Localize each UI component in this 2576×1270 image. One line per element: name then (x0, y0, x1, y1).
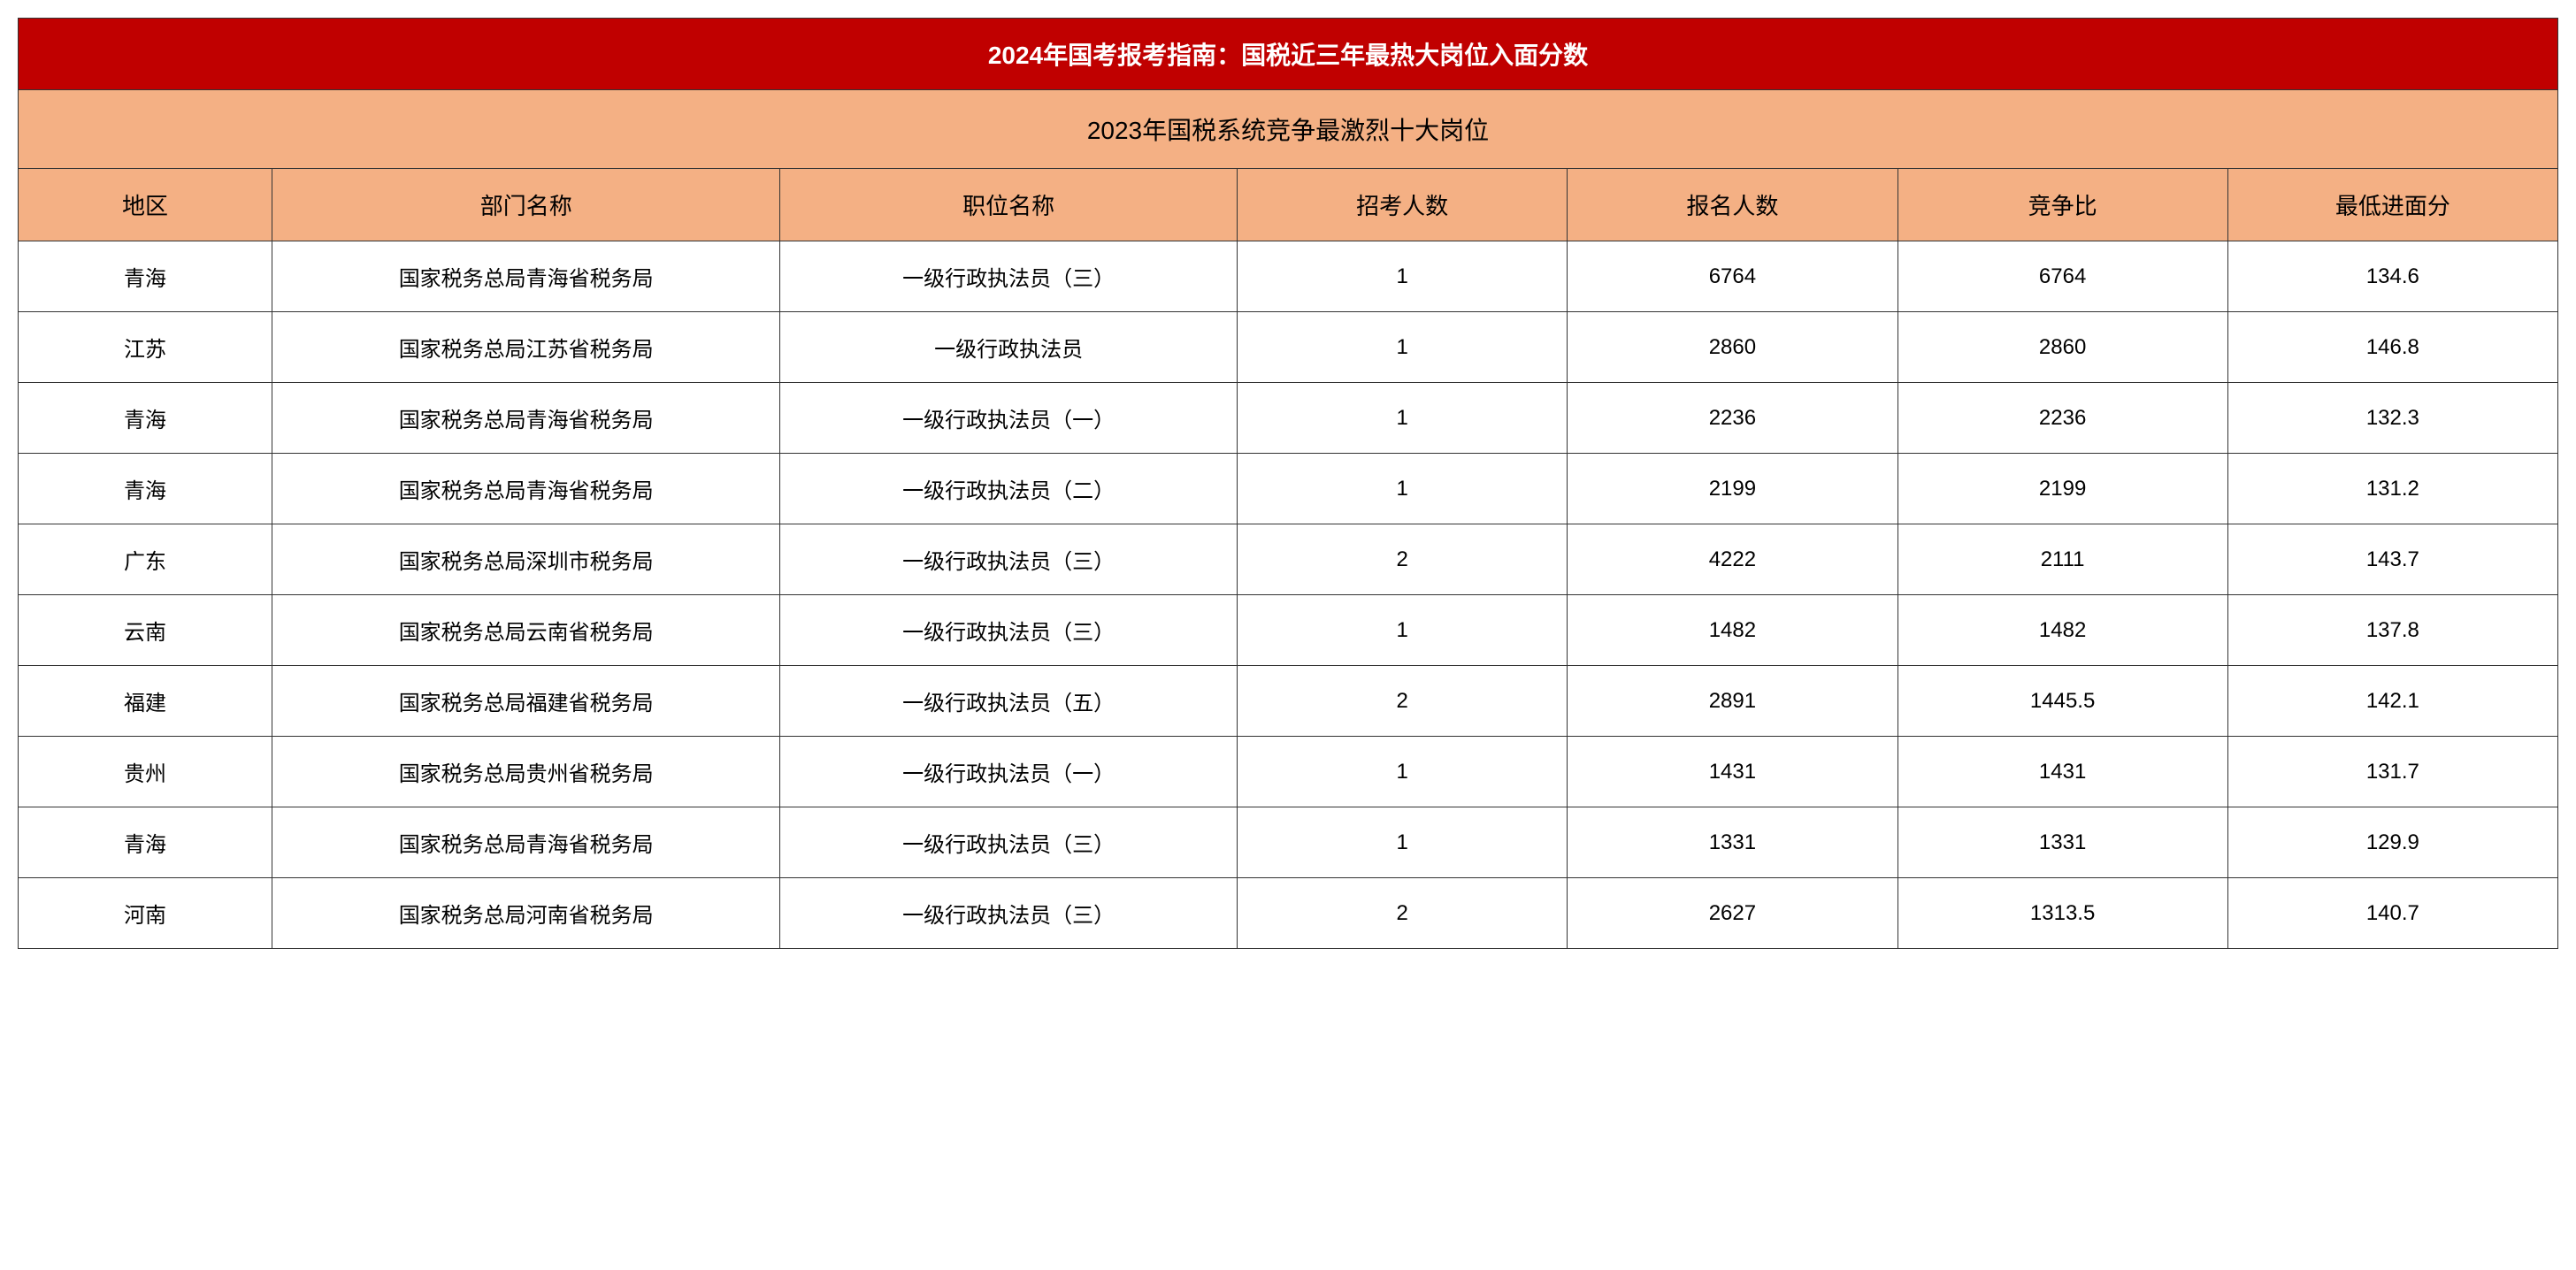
cell-ratio: 6764 (1898, 241, 2227, 312)
cell-score: 142.1 (2227, 666, 2557, 737)
cell-recruit: 1 (1238, 312, 1568, 383)
table-body: 青海国家税务总局青海省税务局一级行政执法员（三）167646764134.6江苏… (19, 241, 2558, 949)
cell-region: 江苏 (19, 312, 272, 383)
cell-dept: 国家税务总局深圳市税务局 (272, 524, 780, 595)
header-recruit: 招考人数 (1238, 169, 1568, 241)
cell-applicants: 2627 (1568, 878, 1898, 949)
table-row: 青海国家税务总局青海省税务局一级行政执法员（一）122362236132.3 (19, 383, 2558, 454)
cell-position: 一级行政执法员（三） (780, 807, 1238, 878)
cell-region: 贵州 (19, 737, 272, 807)
cell-ratio: 1445.5 (1898, 666, 2227, 737)
table-title: 2024年国考报考指南：国税近三年最热大岗位入面分数 (19, 19, 2558, 90)
cell-region: 青海 (19, 241, 272, 312)
cell-dept: 国家税务总局青海省税务局 (272, 454, 780, 524)
cell-position: 一级行政执法员（二） (780, 454, 1238, 524)
cell-position: 一级行政执法员 (780, 312, 1238, 383)
cell-ratio: 2236 (1898, 383, 2227, 454)
header-applicants: 报名人数 (1568, 169, 1898, 241)
cell-recruit: 2 (1238, 878, 1568, 949)
cell-dept: 国家税务总局青海省税务局 (272, 241, 780, 312)
cell-region: 河南 (19, 878, 272, 949)
table-row: 贵州国家税务总局贵州省税务局一级行政执法员（一）114311431131.7 (19, 737, 2558, 807)
table-row: 青海国家税务总局青海省税务局一级行政执法员（三）167646764134.6 (19, 241, 2558, 312)
cell-applicants: 2891 (1568, 666, 1898, 737)
table-row: 青海国家税务总局青海省税务局一级行政执法员（二）121992199131.2 (19, 454, 2558, 524)
header-ratio: 竞争比 (1898, 169, 2227, 241)
cell-recruit: 1 (1238, 807, 1568, 878)
cell-recruit: 1 (1238, 595, 1568, 666)
table-row: 福建国家税务总局福建省税务局一级行政执法员（五）228911445.5142.1 (19, 666, 2558, 737)
cell-region: 福建 (19, 666, 272, 737)
table-subtitle: 2023年国税系统竞争最激烈十大岗位 (19, 90, 2558, 169)
cell-ratio: 1431 (1898, 737, 2227, 807)
cell-region: 青海 (19, 383, 272, 454)
cell-ratio: 2111 (1898, 524, 2227, 595)
data-table: 2024年国考报考指南：国税近三年最热大岗位入面分数 2023年国税系统竞争最激… (18, 18, 2558, 949)
table-row: 江苏国家税务总局江苏省税务局一级行政执法员128602860146.8 (19, 312, 2558, 383)
cell-recruit: 1 (1238, 737, 1568, 807)
cell-recruit: 1 (1238, 454, 1568, 524)
cell-dept: 国家税务总局江苏省税务局 (272, 312, 780, 383)
cell-position: 一级行政执法员（三） (780, 524, 1238, 595)
table-row: 广东国家税务总局深圳市税务局一级行政执法员（三）242222111143.7 (19, 524, 2558, 595)
table-container: 2024年国考报考指南：国税近三年最热大岗位入面分数 2023年国税系统竞争最激… (18, 18, 2558, 949)
cell-region: 青海 (19, 807, 272, 878)
cell-applicants: 2199 (1568, 454, 1898, 524)
header-region: 地区 (19, 169, 272, 241)
cell-score: 131.2 (2227, 454, 2557, 524)
cell-position: 一级行政执法员（三） (780, 595, 1238, 666)
title-row: 2024年国考报考指南：国税近三年最热大岗位入面分数 (19, 19, 2558, 90)
table-row: 河南国家税务总局河南省税务局一级行政执法员（三）226271313.5140.7 (19, 878, 2558, 949)
cell-dept: 国家税务总局青海省税务局 (272, 807, 780, 878)
cell-dept: 国家税务总局贵州省税务局 (272, 737, 780, 807)
cell-score: 132.3 (2227, 383, 2557, 454)
cell-dept: 国家税务总局青海省税务局 (272, 383, 780, 454)
cell-score: 137.8 (2227, 595, 2557, 666)
cell-applicants: 1431 (1568, 737, 1898, 807)
cell-position: 一级行政执法员（五） (780, 666, 1238, 737)
cell-region: 广东 (19, 524, 272, 595)
cell-applicants: 4222 (1568, 524, 1898, 595)
cell-position: 一级行政执法员（三） (780, 241, 1238, 312)
cell-ratio: 2199 (1898, 454, 2227, 524)
cell-region: 云南 (19, 595, 272, 666)
subtitle-row: 2023年国税系统竞争最激烈十大岗位 (19, 90, 2558, 169)
header-score: 最低进面分 (2227, 169, 2557, 241)
header-dept: 部门名称 (272, 169, 780, 241)
cell-recruit: 1 (1238, 383, 1568, 454)
table-row: 云南国家税务总局云南省税务局一级行政执法员（三）114821482137.8 (19, 595, 2558, 666)
cell-recruit: 1 (1238, 241, 1568, 312)
cell-applicants: 6764 (1568, 241, 1898, 312)
cell-recruit: 2 (1238, 524, 1568, 595)
cell-region: 青海 (19, 454, 272, 524)
cell-dept: 国家税务总局福建省税务局 (272, 666, 780, 737)
cell-ratio: 2860 (1898, 312, 2227, 383)
cell-ratio: 1482 (1898, 595, 2227, 666)
cell-ratio: 1331 (1898, 807, 2227, 878)
cell-dept: 国家税务总局河南省税务局 (272, 878, 780, 949)
cell-applicants: 1482 (1568, 595, 1898, 666)
cell-applicants: 1331 (1568, 807, 1898, 878)
cell-dept: 国家税务总局云南省税务局 (272, 595, 780, 666)
cell-position: 一级行政执法员（一） (780, 383, 1238, 454)
cell-score: 143.7 (2227, 524, 2557, 595)
cell-score: 131.7 (2227, 737, 2557, 807)
cell-applicants: 2860 (1568, 312, 1898, 383)
cell-applicants: 2236 (1568, 383, 1898, 454)
cell-position: 一级行政执法员（一） (780, 737, 1238, 807)
cell-score: 134.6 (2227, 241, 2557, 312)
header-row: 地区 部门名称 职位名称 招考人数 报名人数 竞争比 最低进面分 (19, 169, 2558, 241)
cell-position: 一级行政执法员（三） (780, 878, 1238, 949)
table-row: 青海国家税务总局青海省税务局一级行政执法员（三）113311331129.9 (19, 807, 2558, 878)
cell-score: 140.7 (2227, 878, 2557, 949)
header-position: 职位名称 (780, 169, 1238, 241)
cell-score: 146.8 (2227, 312, 2557, 383)
cell-recruit: 2 (1238, 666, 1568, 737)
cell-score: 129.9 (2227, 807, 2557, 878)
cell-ratio: 1313.5 (1898, 878, 2227, 949)
